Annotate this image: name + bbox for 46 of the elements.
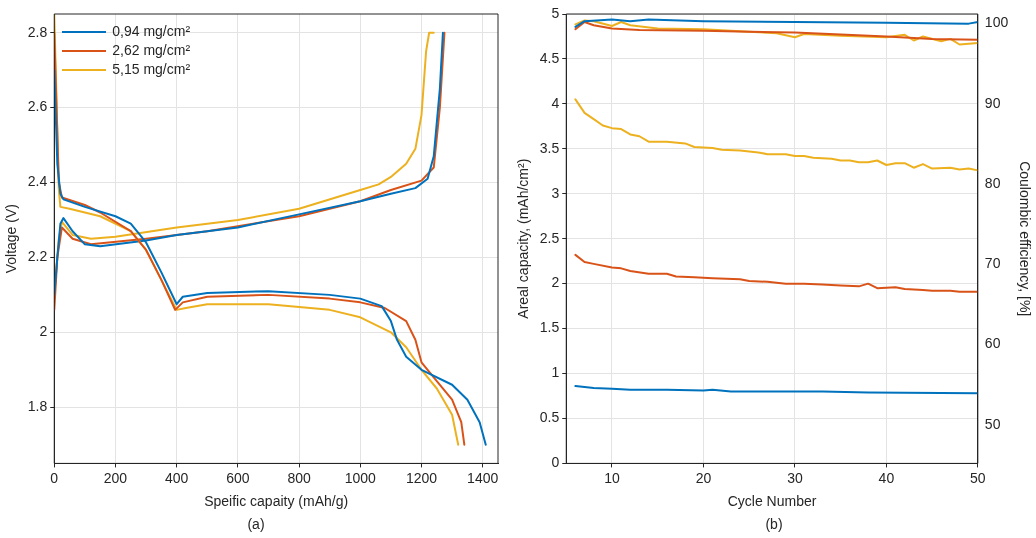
x-tick-label: 50 xyxy=(970,469,986,486)
y-tick-label: 2.2 xyxy=(27,248,48,265)
x-tick-label: 20 xyxy=(695,469,712,486)
y2-tick-label: 80 xyxy=(984,174,1001,191)
y-tick-label: 2 xyxy=(39,323,48,340)
y-tick-label: 2 xyxy=(551,274,560,291)
y-axis-title: Areal capacity, (mAh/cm²) xyxy=(515,158,532,319)
x-tick-label: 200 xyxy=(103,469,128,486)
x-tick-label: 600 xyxy=(226,469,250,486)
x-tick-label: 30 xyxy=(787,469,803,486)
y2-tick-label: 50 xyxy=(984,415,1001,432)
x-tick-label: 1000 xyxy=(344,469,377,486)
y-tick-label: 5 xyxy=(551,4,560,21)
y-tick-label: 1.8 xyxy=(27,398,48,415)
y2-axis-title: Coulombic efficiency, [%] xyxy=(1016,161,1033,317)
y-axis-title: Voltage (V) xyxy=(3,204,20,274)
y-tick-label: 0.5 xyxy=(539,409,560,426)
x-axis-title: Cycle Number xyxy=(727,493,817,510)
y-tick-label: 3.5 xyxy=(539,139,560,156)
y2-tick-label: 90 xyxy=(984,94,1001,111)
x-axis-title: Speific capaity (mAh/g) xyxy=(204,493,349,510)
y-tick-label: 3 xyxy=(551,184,560,201)
y2-tick-label: 60 xyxy=(984,335,1001,352)
y-tick-label: 1 xyxy=(551,364,560,381)
x-tick-label: 40 xyxy=(878,469,895,486)
y-tick-label: 2.8 xyxy=(27,23,48,40)
y-tick-label: 0 xyxy=(551,454,560,471)
text: (a) xyxy=(246,516,266,532)
x-tick-label: 400 xyxy=(164,469,189,486)
x-tick-label: 0 xyxy=(50,469,59,486)
y-tick-label: 4.5 xyxy=(539,49,560,66)
x-tick-label: 1200 xyxy=(405,469,438,486)
y2-tick-label: 70 xyxy=(984,255,1001,272)
y2-tick-label: 100 xyxy=(984,14,1009,31)
y-tick-label: 4 xyxy=(551,94,560,111)
y-tick-label: 2.4 xyxy=(27,173,48,190)
legend-label: 5,15 mg/cm² xyxy=(112,60,191,79)
text: (b) xyxy=(764,516,784,532)
y-tick-label: 2.5 xyxy=(539,229,560,246)
x-tick-label: 10 xyxy=(604,469,620,486)
x-tick-label: 800 xyxy=(287,469,311,486)
y-tick-label: 2.6 xyxy=(27,98,48,115)
x-tick-label: 1400 xyxy=(467,469,499,486)
y-tick-label: 1.5 xyxy=(539,319,560,336)
legend-label: 0,94 mg/cm² xyxy=(112,22,191,41)
legend-label: 2,62 mg/cm² xyxy=(112,41,191,60)
